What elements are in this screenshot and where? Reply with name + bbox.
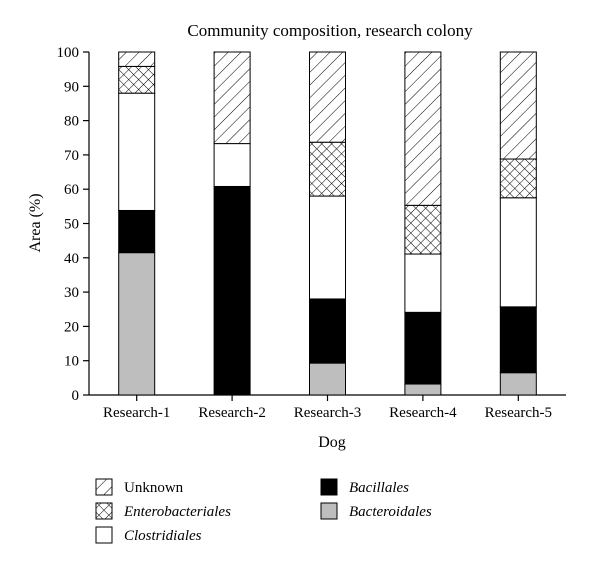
x-tick-label: Research-4 <box>389 405 457 421</box>
legend-swatch-bacteroidales <box>320 502 338 520</box>
x-tick-label: Research-1 <box>103 405 170 421</box>
bar-segment-bacillales <box>309 298 346 364</box>
x-tick-label: Research-3 <box>294 405 361 421</box>
y-tick-label: 20 <box>64 319 79 335</box>
bar-segment-bacillales <box>118 209 156 254</box>
x-tick-label: Research-2 <box>198 405 265 421</box>
y-axis: 0 10 20 30 40 50 60 70 80 90 100 <box>57 45 90 404</box>
legend-label: Clostridiales <box>124 528 202 544</box>
bar-segment-clostridiales <box>404 253 442 313</box>
bar-segment-unknown <box>499 51 537 160</box>
bar-segment-enterobacteriales <box>499 158 537 199</box>
y-tick-label: 0 <box>72 388 80 404</box>
y-tick-label: 40 <box>64 251 79 267</box>
bar-segment-enterobacteriales <box>404 204 442 255</box>
bar-segment-unknown <box>309 51 346 143</box>
legend-label: Bacillales <box>349 480 409 496</box>
bar-segment-bacillales <box>213 185 251 396</box>
y-tick-label: 80 <box>64 114 79 130</box>
y-tick-label: 10 <box>64 354 79 370</box>
y-tick-label: 50 <box>64 217 79 233</box>
legend-label: Unknown <box>124 480 184 496</box>
bar-segment-clostridiales <box>118 92 156 211</box>
y-tick-label: 100 <box>57 45 80 61</box>
y-tick-label: 70 <box>64 148 79 164</box>
bar-segment-bacteroidales <box>118 252 156 396</box>
legend-swatch-unknown <box>95 478 113 496</box>
bar-segment-unknown <box>213 51 251 145</box>
legend-label: Bacteroidales <box>349 504 432 520</box>
chart-title: Community composition, research colony <box>187 21 473 40</box>
y-tick-label: 90 <box>64 79 79 95</box>
legend-swatch-clostridiales <box>95 526 113 544</box>
y-tick-label: 60 <box>64 182 79 198</box>
bar-segment-bacillales <box>499 306 537 374</box>
legend-swatch-enterobacteriales <box>95 502 113 520</box>
bar-segment-unknown <box>118 51 156 67</box>
bar-segment-clostridiales <box>309 195 346 300</box>
bar-segment-unknown <box>404 51 442 206</box>
x-tick-label: Research-5 <box>485 405 552 421</box>
bar-segment-enterobacteriales <box>118 65 156 94</box>
y-axis-label: Area (%) <box>27 193 44 252</box>
y-tick-label: 30 <box>64 285 79 301</box>
bars <box>118 51 537 396</box>
bar-segment-clostridiales <box>213 143 251 187</box>
bar-segment-bacillales <box>404 311 442 385</box>
legend-label: Enterobacteriales <box>123 504 231 520</box>
legend: Unknown Bacillales Enterobacteriales Bacter… <box>95 478 432 544</box>
bar-segment-bacteroidales <box>309 362 346 396</box>
bar-segment-enterobacteriales <box>309 141 346 197</box>
bar-segment-clostridiales <box>499 197 537 308</box>
bar-segment-bacteroidales <box>404 383 442 396</box>
x-axis-label: Dog <box>318 434 346 451</box>
legend-swatch-bacillales <box>320 478 338 496</box>
x-axis: Research-1 Research-2 Research-3 Research-4… <box>89 394 566 421</box>
bar-segment-bacteroidales <box>499 372 537 396</box>
